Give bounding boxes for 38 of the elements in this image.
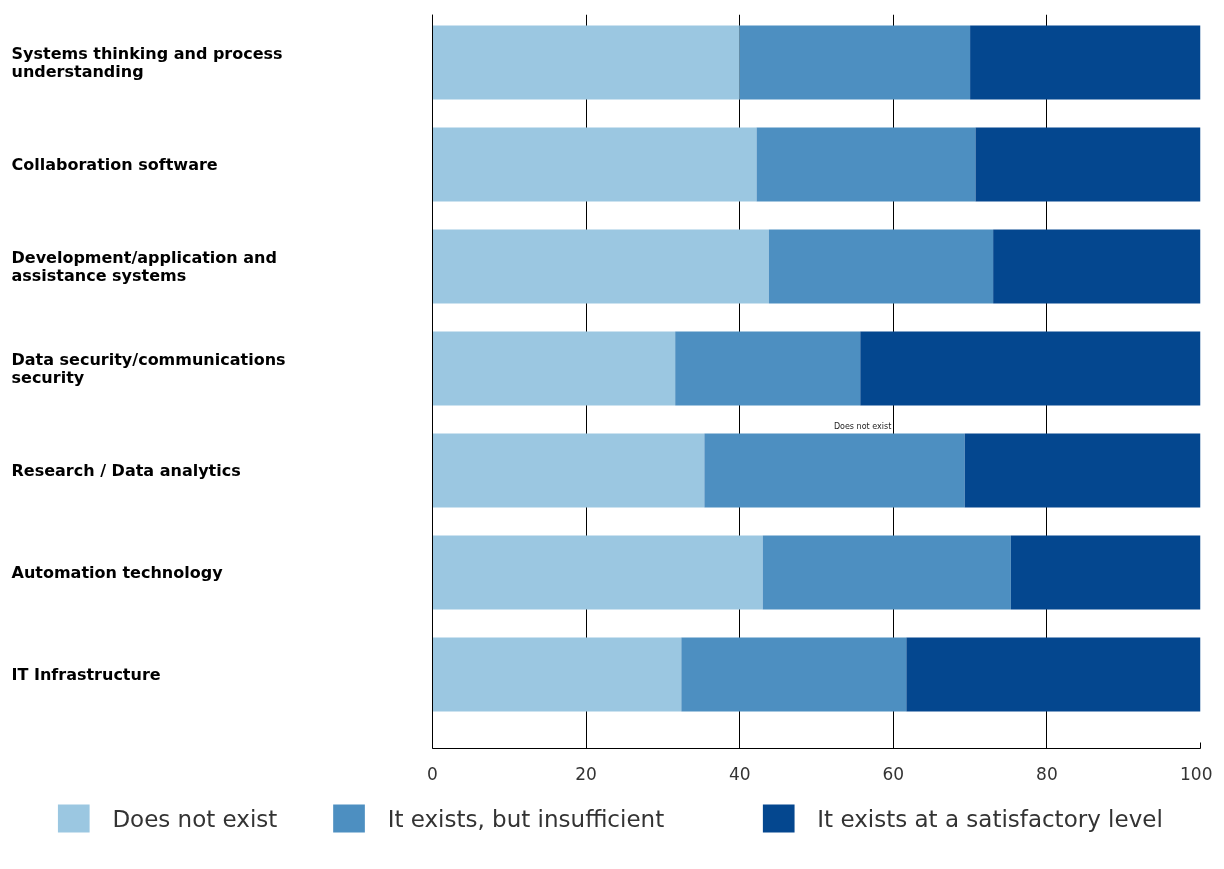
bar xyxy=(762,535,1011,610)
x-tick-label: 0 xyxy=(427,763,438,784)
legend-label: Does not exist xyxy=(112,805,278,832)
bar xyxy=(768,229,994,304)
bar xyxy=(681,637,907,712)
bar xyxy=(993,229,1201,304)
y-tick-label: Collaboration software xyxy=(11,154,218,174)
y-tick-label: Data security/communications security xyxy=(11,349,286,388)
y-tick-label: Research / Data analytics xyxy=(11,461,241,481)
bar xyxy=(970,25,1201,100)
bar xyxy=(739,25,971,100)
annotation: Does not exist xyxy=(833,422,892,432)
y-tick-label: Automation technology xyxy=(11,563,224,583)
x-tick-label: 20 xyxy=(575,763,597,784)
x-tick-label: 60 xyxy=(882,763,905,784)
bar xyxy=(704,433,965,508)
bar xyxy=(432,331,676,406)
bar xyxy=(432,229,769,304)
bar xyxy=(860,331,1201,406)
y-tick-label: Systems thinking and process understanding xyxy=(11,43,283,81)
bar xyxy=(964,433,1201,508)
bar xyxy=(756,127,976,202)
legend-label: It exists, but insufficient xyxy=(387,805,665,832)
y-tick-label: Development/application and assistance systems xyxy=(11,247,277,285)
bar xyxy=(432,25,740,100)
x-tick-label: 80 xyxy=(1036,763,1058,784)
bar xyxy=(432,535,763,610)
x-tick-label: 100 xyxy=(1180,763,1213,784)
bar xyxy=(675,331,861,406)
bar xyxy=(432,127,757,202)
y-tick-label: IT Infrastructure xyxy=(11,665,161,685)
bar xyxy=(1010,535,1201,610)
bar xyxy=(432,433,705,508)
bar xyxy=(432,637,682,712)
legend-label: It exists at a satisfactory level xyxy=(817,805,1163,832)
bar xyxy=(906,637,1201,712)
bar xyxy=(975,127,1201,202)
x-tick-label: 40 xyxy=(728,763,751,784)
